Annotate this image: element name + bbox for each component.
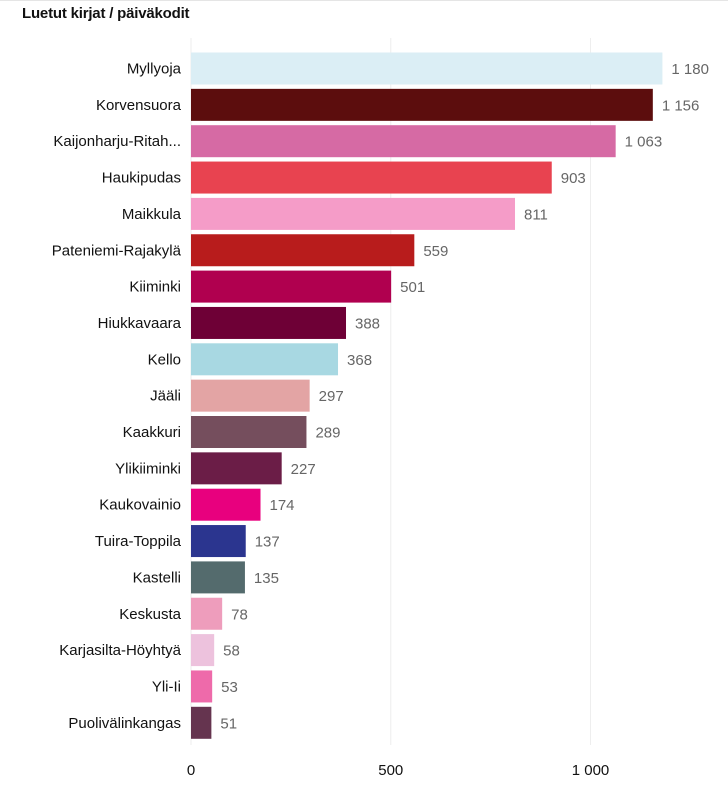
- category-labels: Myllyoja Korvensuora Kaijonharju-Ritah... H…: [52, 61, 182, 732]
- category-label: Myllyoja: [127, 61, 182, 78]
- category-label: Pateniemi-Rajakylä: [52, 242, 182, 259]
- value-label: 227: [291, 461, 316, 478]
- category-label: Puolivälinkangas: [68, 715, 181, 732]
- bar[interactable]: [191, 561, 245, 594]
- category-label: Maikkula: [122, 206, 182, 223]
- value-label: 501: [400, 279, 425, 296]
- bar[interactable]: [191, 161, 552, 194]
- category-label: Haukipudas: [102, 170, 181, 187]
- bar[interactable]: [191, 488, 261, 521]
- bar[interactable]: [191, 452, 282, 485]
- category-label: Keskusta: [119, 606, 181, 623]
- category-label: Kaukovainio: [99, 497, 181, 514]
- value-label: 368: [347, 352, 372, 369]
- bar[interactable]: [191, 270, 392, 303]
- value-label: 297: [319, 388, 344, 405]
- bar[interactable]: [191, 234, 415, 267]
- value-label: 1 063: [625, 134, 663, 151]
- value-label: 1 180: [671, 61, 709, 78]
- bar[interactable]: [191, 706, 212, 739]
- bar[interactable]: [191, 197, 515, 230]
- category-label: Kaijonharju-Ritah...: [53, 133, 181, 150]
- value-label: 51: [220, 715, 237, 732]
- bar[interactable]: [191, 88, 653, 121]
- bar[interactable]: [191, 670, 213, 703]
- category-label: Korvensuora: [96, 97, 182, 114]
- category-label: Kaakkuri: [123, 424, 181, 441]
- category-label: Kastelli: [133, 569, 181, 586]
- x-tick-label: 1 000: [572, 762, 610, 779]
- value-label: 137: [255, 534, 280, 551]
- category-label: Karjasilta-Höyhtyä: [59, 642, 181, 659]
- value-label: 388: [355, 315, 380, 332]
- x-tick-label: 500: [378, 762, 403, 779]
- x-tick-label: 0: [187, 762, 195, 779]
- value-label: 174: [270, 497, 295, 514]
- category-label: Ylikiiminki: [115, 460, 181, 477]
- bar[interactable]: [191, 306, 347, 339]
- bar[interactable]: [191, 416, 307, 448]
- value-label: 903: [561, 170, 586, 187]
- value-label: 135: [254, 570, 279, 587]
- bar[interactable]: [191, 379, 310, 412]
- top-divider: [0, 0, 728, 1]
- value-label: 559: [423, 243, 448, 260]
- category-label: Tuira-Toppila: [95, 533, 182, 550]
- category-label: Kello: [148, 351, 181, 368]
- bar[interactable]: [191, 597, 223, 630]
- bars: [191, 52, 663, 739]
- chart-title: Luetut kirjat / päiväkodit: [22, 5, 190, 22]
- bar[interactable]: [191, 525, 246, 558]
- category-label: Hiukkavaara: [98, 315, 182, 332]
- value-labels: 1 180 1 156 1 063 903 811 559 501 388 368 297 289 2…: [220, 61, 709, 732]
- bar[interactable]: [191, 343, 339, 376]
- value-label: 811: [524, 206, 548, 223]
- value-label: 289: [315, 425, 340, 442]
- x-axis-tick-labels: 0 500 1 000: [187, 762, 609, 779]
- category-label: Yli-Ii: [152, 678, 181, 695]
- value-label: 58: [223, 643, 240, 660]
- value-label: 1 156: [662, 97, 700, 114]
- bar[interactable]: [191, 125, 616, 158]
- bar[interactable]: [191, 634, 215, 667]
- value-label: 78: [231, 606, 248, 623]
- bar[interactable]: [191, 52, 663, 85]
- value-label: 53: [221, 679, 238, 696]
- category-label: Jääli: [150, 388, 181, 405]
- category-label: Kiiminki: [129, 279, 181, 296]
